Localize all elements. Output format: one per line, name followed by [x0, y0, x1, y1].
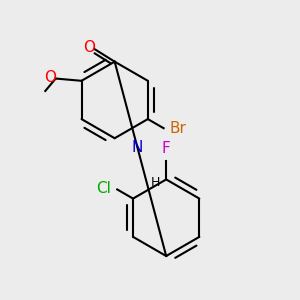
Text: H: H	[151, 176, 160, 189]
Text: Cl: Cl	[97, 181, 111, 196]
Text: O: O	[83, 40, 95, 56]
Text: O: O	[44, 70, 56, 85]
Text: N: N	[132, 140, 143, 155]
Text: Br: Br	[169, 121, 186, 136]
Text: F: F	[162, 141, 171, 156]
